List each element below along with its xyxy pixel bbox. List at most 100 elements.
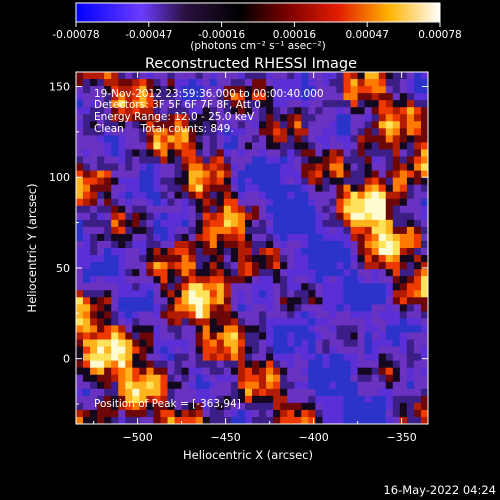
heatmap-cell bbox=[104, 381, 112, 390]
heatmap-cell bbox=[378, 156, 387, 164]
heatmap-cell bbox=[76, 283, 84, 291]
heatmap-cell bbox=[97, 170, 105, 178]
colorbar-tick-label: 0.00016 bbox=[273, 29, 317, 41]
heatmap-cell bbox=[350, 121, 358, 129]
heatmap-cell bbox=[90, 339, 98, 347]
heatmap-cell bbox=[357, 135, 365, 143]
heatmap-cell bbox=[118, 86, 126, 94]
heatmap-cell bbox=[83, 191, 91, 200]
heatmap-cell bbox=[125, 198, 133, 207]
heatmap-cell bbox=[399, 184, 408, 192]
heatmap-cell bbox=[406, 240, 415, 249]
heatmap-cell bbox=[76, 297, 84, 305]
heatmap-cell bbox=[385, 163, 394, 171]
heatmap-cell bbox=[104, 240, 112, 249]
heatmap-cell bbox=[146, 93, 154, 101]
heatmap-cell bbox=[252, 367, 260, 376]
heatmap-cell bbox=[413, 416, 422, 424]
heatmap-cell bbox=[266, 339, 274, 347]
heatmap-cell bbox=[153, 219, 161, 228]
heatmap-cell bbox=[90, 395, 98, 404]
heatmap-cell bbox=[315, 388, 323, 397]
heatmap-cell bbox=[315, 163, 323, 171]
heatmap-cell bbox=[406, 135, 415, 143]
heatmap-cell bbox=[146, 339, 154, 347]
heatmap-cell bbox=[329, 128, 337, 136]
heatmap-cell bbox=[343, 276, 351, 284]
heatmap-cell bbox=[420, 325, 428, 333]
heatmap-cell bbox=[266, 346, 274, 354]
heatmap-cell bbox=[188, 402, 196, 411]
heatmap-cell bbox=[167, 240, 175, 249]
heatmap-cell bbox=[413, 381, 422, 390]
heatmap-cell bbox=[181, 269, 189, 277]
heatmap-cell bbox=[188, 332, 196, 340]
heatmap-cell bbox=[343, 325, 351, 333]
heatmap-cell bbox=[399, 283, 408, 291]
heatmap-cell bbox=[329, 353, 337, 361]
clean-counts-label: Clean Total counts: 849. bbox=[94, 123, 234, 135]
heatmap-cell bbox=[252, 346, 260, 354]
heatmap-cell bbox=[160, 346, 168, 354]
heatmap-cell bbox=[118, 156, 126, 164]
heatmap-cell bbox=[160, 381, 168, 390]
heatmap-cell bbox=[259, 205, 267, 214]
heatmap-cell bbox=[364, 233, 372, 242]
heatmap-cell bbox=[153, 339, 161, 347]
heatmap-cell bbox=[174, 402, 182, 411]
heatmap-cell bbox=[273, 248, 281, 256]
heatmap-cell bbox=[125, 283, 133, 291]
heatmap-cell bbox=[357, 381, 365, 390]
heatmap-cell bbox=[266, 416, 274, 424]
heatmap-cell bbox=[308, 360, 316, 368]
heatmap-cell bbox=[76, 248, 84, 256]
heatmap-cell bbox=[188, 304, 196, 312]
heatmap-cell bbox=[125, 72, 133, 80]
heatmap-cell bbox=[237, 170, 246, 178]
heatmap-cell bbox=[195, 388, 204, 397]
heatmap-cell bbox=[83, 269, 91, 277]
heatmap-cell bbox=[357, 233, 365, 242]
heatmap-cell bbox=[90, 276, 98, 284]
heatmap-cell bbox=[252, 156, 260, 164]
heatmap-cell bbox=[76, 353, 84, 361]
heatmap-cell bbox=[146, 135, 154, 143]
heatmap-cell bbox=[160, 198, 168, 207]
heatmap-cell bbox=[287, 114, 295, 122]
heatmap-cell bbox=[83, 79, 91, 87]
heatmap-cell bbox=[329, 311, 337, 319]
heatmap-cell bbox=[181, 381, 189, 390]
heatmap-cell bbox=[301, 416, 309, 424]
heatmap-cell bbox=[237, 290, 246, 298]
heatmap-cell bbox=[252, 332, 260, 340]
heatmap-cell bbox=[399, 191, 408, 200]
heatmap-cell bbox=[146, 297, 154, 305]
heatmap-cell bbox=[343, 346, 351, 354]
heatmap-cell bbox=[266, 128, 274, 136]
heatmap-cell bbox=[181, 93, 189, 101]
heatmap-cell bbox=[209, 276, 218, 284]
heatmap-cell bbox=[266, 156, 274, 164]
heatmap-cell bbox=[160, 72, 168, 80]
heatmap-cell bbox=[420, 79, 428, 87]
heatmap-cell bbox=[399, 128, 408, 136]
heatmap-cell bbox=[139, 283, 147, 291]
heatmap-cell bbox=[153, 409, 161, 418]
heatmap-cell bbox=[406, 339, 415, 347]
heatmap-cell bbox=[378, 353, 387, 361]
heatmap-cell bbox=[315, 297, 323, 305]
heatmap-cell bbox=[244, 304, 253, 312]
heatmap-cell bbox=[259, 262, 267, 270]
heatmap-cell bbox=[322, 128, 330, 136]
heatmap-cell bbox=[287, 283, 295, 291]
heatmap-cell bbox=[350, 248, 358, 256]
heatmap-cell bbox=[111, 198, 119, 207]
heatmap-cell bbox=[364, 255, 372, 263]
heatmap-cell bbox=[139, 142, 147, 150]
heatmap-cell bbox=[371, 353, 380, 361]
heatmap-cell bbox=[167, 360, 175, 368]
heatmap-cell bbox=[308, 100, 316, 108]
heatmap-cell bbox=[294, 142, 302, 150]
heatmap-cell bbox=[329, 283, 337, 291]
heatmap-cell bbox=[371, 276, 380, 284]
